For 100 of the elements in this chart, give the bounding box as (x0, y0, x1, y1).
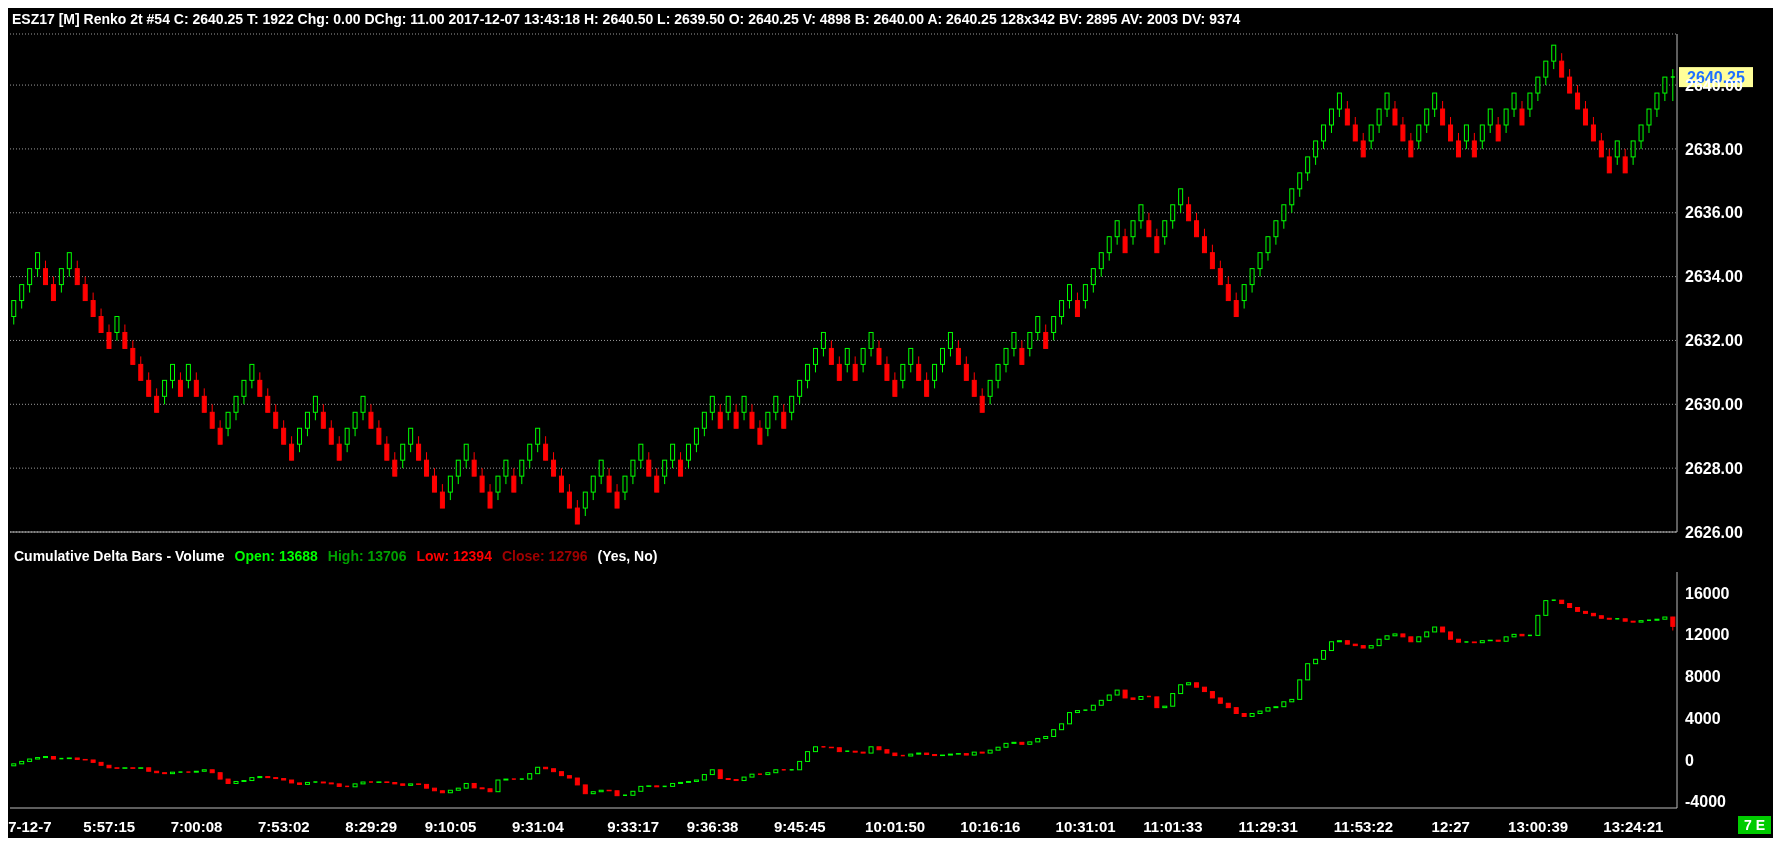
candlestick (892, 371, 898, 397)
candlestick (1535, 614, 1541, 636)
x-tick-label: 5:57:15 (83, 818, 136, 835)
candlestick (614, 483, 620, 509)
candlestick (106, 324, 112, 349)
candlestick (1249, 268, 1255, 294)
candlestick (1654, 92, 1660, 118)
candlestick (1146, 212, 1152, 238)
candlestick (19, 284, 25, 310)
candlestick (884, 355, 890, 381)
y-tick-label: 4000 (1685, 709, 1721, 727)
candlestick (209, 403, 215, 429)
candlestick (1463, 124, 1469, 150)
x-tick-label: 10:31:01 (1055, 818, 1116, 835)
y-tick-label: 8000 (1685, 668, 1721, 686)
x-tick-label: 11:01:33 (1143, 818, 1203, 835)
candlestick (225, 411, 231, 437)
candlestick (1043, 324, 1049, 349)
candlestick (812, 347, 818, 373)
y-tick-label: 12000 (1685, 626, 1730, 644)
candlestick (1336, 92, 1342, 118)
candlestick (1448, 116, 1454, 142)
candlestick (1479, 124, 1485, 150)
candlestick (281, 419, 287, 445)
candlestick (1217, 260, 1223, 286)
candlestick (662, 459, 668, 485)
candlestick (1638, 124, 1644, 150)
candlestick (304, 411, 310, 437)
candlestick (836, 355, 842, 381)
candlestick (1432, 92, 1438, 118)
candlestick (1289, 188, 1295, 214)
candlestick (1622, 148, 1628, 174)
candlestick (217, 419, 223, 445)
candlestick (1067, 284, 1073, 310)
candlestick (1059, 300, 1065, 325)
candlestick (360, 395, 366, 421)
x-tick-label: 10:16:16 (960, 818, 1021, 835)
candlestick (392, 451, 398, 477)
candlestick (312, 395, 318, 421)
candlestick (646, 451, 652, 477)
candlestick (1114, 220, 1120, 246)
candlestick (1162, 220, 1168, 246)
candlestick (1170, 204, 1176, 230)
candlestick (932, 363, 938, 389)
candlestick (1106, 236, 1112, 262)
candlestick (511, 467, 517, 493)
candlestick (1582, 100, 1588, 126)
x-tick-label: 9:33:17 (607, 818, 659, 835)
candlestick (900, 363, 906, 389)
candlestick (249, 363, 255, 389)
candlestick (1575, 84, 1581, 110)
text: (Yes, No) (597, 548, 658, 564)
candlestick (709, 395, 715, 421)
candlestick (1225, 276, 1231, 302)
candlestick (1527, 92, 1533, 118)
candlestick (1035, 316, 1041, 341)
candlestick (431, 467, 437, 493)
candlestick (130, 339, 136, 365)
x-tick-label: 11:29:31 (1238, 818, 1298, 835)
candlestick (924, 371, 930, 397)
y-tick-label: 2634.00 (1685, 268, 1743, 286)
candlestick (1519, 100, 1525, 126)
candlestick (558, 467, 564, 493)
candlestick (257, 371, 263, 397)
candlestick (1297, 679, 1303, 700)
candlestick (1606, 148, 1612, 174)
candlestick (416, 435, 422, 461)
candlestick (1011, 331, 1017, 357)
candlestick (971, 371, 977, 397)
candlestick (1424, 108, 1430, 134)
candlestick (805, 363, 811, 389)
candlestick (1495, 116, 1501, 142)
x-tick-label: 10:01:50 (865, 818, 926, 835)
candlestick (1027, 331, 1033, 357)
candlestick (606, 467, 612, 493)
candlestick (1455, 132, 1461, 158)
candlestick (757, 419, 763, 445)
candlestick (1313, 140, 1319, 166)
candlestick (916, 355, 922, 381)
y-tick-label: 2628.00 (1685, 459, 1743, 477)
candlestick (1598, 132, 1604, 158)
candlestick (138, 355, 144, 381)
candlestick (1440, 100, 1446, 126)
candlestick (439, 483, 445, 509)
candlestick (1503, 108, 1509, 134)
candlestick (122, 324, 128, 349)
candlestick (193, 371, 199, 397)
candlestick (1265, 236, 1271, 262)
candlestick (185, 363, 191, 389)
y-tick-label: 2638.00 (1685, 140, 1743, 158)
candlestick (1074, 292, 1080, 318)
candlestick (289, 435, 295, 461)
candlestick (74, 260, 80, 286)
candlestick (725, 395, 731, 421)
candlestick (566, 483, 572, 509)
y-tick-label: 2630.00 (1685, 395, 1743, 413)
candlestick (35, 252, 41, 278)
candlestick (1328, 108, 1334, 134)
candlestick (654, 467, 660, 493)
candlestick (1321, 124, 1327, 150)
